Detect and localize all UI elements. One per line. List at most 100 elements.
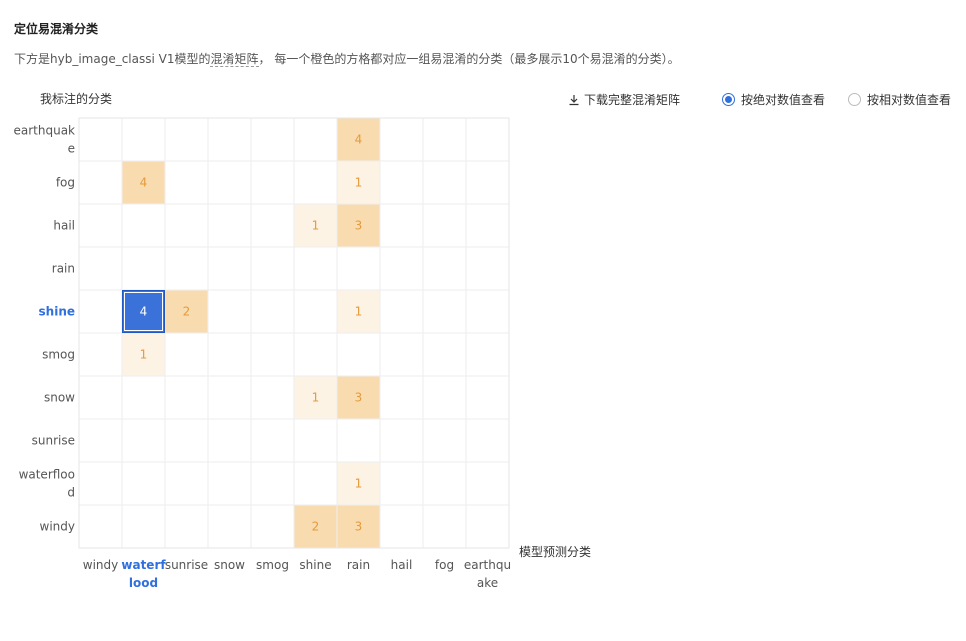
grid-cell[interactable] xyxy=(207,246,252,291)
grid-cell[interactable] xyxy=(207,504,252,549)
grid-cell[interactable] xyxy=(465,375,510,420)
grid-cell[interactable] xyxy=(293,246,338,291)
grid-cell[interactable] xyxy=(422,504,467,549)
grid-cell[interactable] xyxy=(336,246,381,291)
matrix-cell[interactable] xyxy=(337,505,380,548)
grid-cell[interactable] xyxy=(121,117,166,162)
grid-cell[interactable] xyxy=(336,418,381,463)
grid-cell[interactable] xyxy=(78,461,123,506)
grid-cell[interactable] xyxy=(379,418,424,463)
grid-cell[interactable] xyxy=(379,117,424,162)
grid-cell[interactable] xyxy=(422,461,467,506)
grid-cell[interactable] xyxy=(293,418,338,463)
grid-cell[interactable] xyxy=(250,332,295,377)
grid-cell[interactable] xyxy=(422,375,467,420)
matrix-cell[interactable] xyxy=(294,505,337,548)
grid-cell[interactable] xyxy=(78,203,123,248)
grid-cell[interactable] xyxy=(207,332,252,377)
grid-cell[interactable] xyxy=(465,461,510,506)
matrix-cell[interactable] xyxy=(294,376,337,419)
grid-cell[interactable] xyxy=(78,246,123,291)
grid-cell[interactable] xyxy=(379,461,424,506)
grid-cell[interactable] xyxy=(379,203,424,248)
grid-cell[interactable] xyxy=(250,117,295,162)
grid-cell[interactable] xyxy=(250,504,295,549)
matrix-cell[interactable] xyxy=(165,290,208,333)
grid-cell[interactable] xyxy=(293,289,338,334)
grid-cell[interactable] xyxy=(422,246,467,291)
grid-cell[interactable] xyxy=(293,160,338,205)
grid-cell[interactable] xyxy=(164,375,209,420)
grid-cell[interactable] xyxy=(164,332,209,377)
grid-cell[interactable] xyxy=(422,117,467,162)
grid-cell[interactable] xyxy=(465,117,510,162)
grid-cell[interactable] xyxy=(250,461,295,506)
grid-cell[interactable] xyxy=(121,461,166,506)
grid-cell[interactable] xyxy=(207,160,252,205)
grid-cell[interactable] xyxy=(121,375,166,420)
grid-cell[interactable] xyxy=(465,332,510,377)
grid-cell[interactable] xyxy=(465,203,510,248)
grid-cell[interactable] xyxy=(78,160,123,205)
grid-cell[interactable] xyxy=(379,375,424,420)
grid-cell[interactable] xyxy=(250,418,295,463)
grid-cell[interactable] xyxy=(465,504,510,549)
matrix-cell[interactable] xyxy=(337,161,380,204)
download-matrix-button[interactable]: 下载完整混淆矩阵 xyxy=(568,91,680,108)
matrix-cell[interactable] xyxy=(122,290,165,333)
grid-cell[interactable] xyxy=(293,332,338,377)
grid-cell[interactable] xyxy=(250,289,295,334)
matrix-cell[interactable] xyxy=(122,333,165,376)
grid-cell[interactable] xyxy=(164,203,209,248)
grid-cell[interactable] xyxy=(164,160,209,205)
matrix-cell[interactable] xyxy=(294,204,337,247)
radio-relative-circle[interactable] xyxy=(848,93,861,106)
grid-cell[interactable] xyxy=(121,203,166,248)
grid-cell[interactable] xyxy=(207,461,252,506)
grid-cell[interactable] xyxy=(379,246,424,291)
grid-cell[interactable] xyxy=(207,289,252,334)
grid-cell[interactable] xyxy=(164,246,209,291)
grid-cell[interactable] xyxy=(207,375,252,420)
grid-cell[interactable] xyxy=(78,375,123,420)
confusion-matrix-term[interactable]: 混淆矩阵 xyxy=(210,52,259,67)
grid-cell[interactable] xyxy=(164,504,209,549)
grid-cell[interactable] xyxy=(422,160,467,205)
grid-cell[interactable] xyxy=(422,289,467,334)
grid-cell[interactable] xyxy=(250,203,295,248)
grid-cell[interactable] xyxy=(465,246,510,291)
grid-cell[interactable] xyxy=(121,504,166,549)
matrix-cell[interactable] xyxy=(337,118,380,161)
grid-cell[interactable] xyxy=(207,203,252,248)
grid-cell[interactable] xyxy=(465,289,510,334)
radio-absolute-circle[interactable] xyxy=(722,93,735,106)
grid-cell[interactable] xyxy=(379,160,424,205)
grid-cell[interactable] xyxy=(293,461,338,506)
grid-cell[interactable] xyxy=(78,117,123,162)
grid-cell[interactable] xyxy=(121,246,166,291)
matrix-cell[interactable] xyxy=(122,161,165,204)
matrix-cell[interactable] xyxy=(337,204,380,247)
grid-cell[interactable] xyxy=(207,418,252,463)
grid-cell[interactable] xyxy=(78,418,123,463)
grid-cell[interactable] xyxy=(164,461,209,506)
radio-absolute[interactable]: 按绝对数值查看 xyxy=(722,91,825,108)
grid-cell[interactable] xyxy=(422,203,467,248)
grid-cell[interactable] xyxy=(465,160,510,205)
grid-cell[interactable] xyxy=(78,332,123,377)
matrix-cell[interactable] xyxy=(337,376,380,419)
matrix-cell[interactable] xyxy=(337,462,380,505)
grid-cell[interactable] xyxy=(465,418,510,463)
grid-cell[interactable] xyxy=(164,418,209,463)
grid-cell[interactable] xyxy=(293,117,338,162)
radio-relative[interactable]: 按相对数值查看 xyxy=(848,91,951,108)
grid-cell[interactable] xyxy=(422,332,467,377)
grid-cell[interactable] xyxy=(78,289,123,334)
grid-cell[interactable] xyxy=(250,375,295,420)
grid-cell[interactable] xyxy=(379,504,424,549)
grid-cell[interactable] xyxy=(336,332,381,377)
grid-cell[interactable] xyxy=(422,418,467,463)
grid-cell[interactable] xyxy=(250,160,295,205)
matrix-cell[interactable] xyxy=(337,290,380,333)
grid-cell[interactable] xyxy=(78,504,123,549)
